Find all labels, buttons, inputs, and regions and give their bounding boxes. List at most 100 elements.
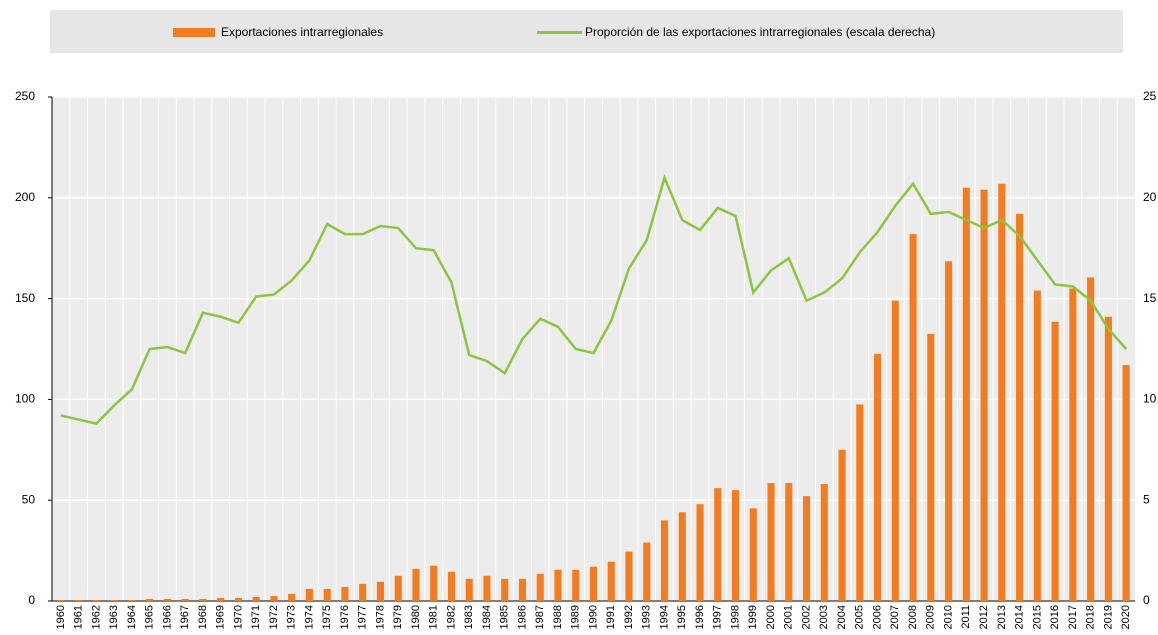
bar: [607, 561, 615, 601]
bar: [891, 300, 899, 601]
bar: [501, 578, 509, 601]
x-tick-label: 1963: [108, 605, 120, 629]
legend-label: Exportaciones intrarregionales: [221, 25, 383, 39]
x-tick-label: 2015: [1031, 605, 1043, 629]
y2-tick-label: 5: [1143, 492, 1150, 506]
bar: [1051, 321, 1059, 601]
bar: [1087, 277, 1095, 601]
bar: [536, 573, 544, 601]
x-tick-label: 1998: [729, 605, 741, 629]
x-tick-label: 2012: [978, 605, 990, 629]
x-tick-label: 1982: [445, 605, 457, 629]
x-tick-label: 1990: [587, 605, 599, 629]
x-tick-label: 2005: [854, 605, 866, 629]
y-tick-label: 250: [15, 89, 35, 103]
bar: [874, 354, 882, 601]
x-tick-label: 2010: [942, 605, 954, 629]
y2-tick-label: 15: [1143, 291, 1157, 305]
x-tick-label: 1964: [126, 605, 138, 629]
bar: [394, 575, 402, 601]
x-tick-label: 2006: [871, 605, 883, 629]
bar: [554, 569, 562, 601]
line: [60, 173, 1128, 425]
bar: [1069, 288, 1077, 601]
y-tick-label: 100: [15, 392, 35, 406]
bar: [909, 234, 917, 601]
x-tick-label: 1989: [570, 605, 582, 629]
bar: [945, 261, 953, 601]
bar: [856, 404, 864, 601]
legend-label: Proporción de las exportaciones intrarre…: [585, 25, 935, 39]
bar: [128, 599, 136, 601]
bar: [838, 449, 846, 601]
x-tick-label: 1991: [605, 605, 617, 629]
x-tick-label: 1987: [534, 605, 546, 629]
y2-tick-label: 10: [1143, 392, 1157, 406]
bar: [767, 483, 775, 601]
bar: [589, 566, 598, 601]
bar: [696, 504, 704, 601]
y2-tick-label: 0: [1143, 593, 1150, 607]
x-tick-label: 1973: [286, 605, 298, 629]
bar: [270, 595, 278, 601]
x-tick-label: 2020: [1120, 605, 1132, 629]
bar: [572, 569, 580, 601]
x-tick-label: 1986: [516, 605, 528, 629]
y-tick-label: 50: [22, 492, 36, 506]
y-tick-label: 150: [15, 291, 35, 305]
bar: [252, 596, 260, 601]
x-tick-label: 2008: [907, 605, 919, 629]
x-tick-label: 1966: [161, 605, 173, 629]
bar: [1016, 213, 1024, 602]
bar: [305, 588, 313, 601]
x-tick-label: 1978: [374, 605, 386, 629]
x-tick-label: 2013: [996, 605, 1008, 629]
x-tick-label: 1993: [641, 605, 653, 629]
bar: [57, 599, 65, 601]
bar: [962, 187, 970, 601]
bar: [1033, 290, 1041, 601]
x-tick-label: 2000: [765, 605, 777, 629]
x-tick-label: 1994: [658, 605, 670, 629]
bar: [980, 189, 988, 601]
x-tick-label: 2011: [960, 605, 972, 629]
x-tick-label: 2014: [1014, 605, 1026, 629]
x-tick-label: 1977: [357, 605, 369, 629]
bar: [643, 542, 651, 601]
x-tick-label: 1979: [392, 605, 404, 629]
x-tick-label: 1970: [232, 605, 244, 629]
y-tick-label: 200: [15, 190, 35, 204]
x-tick-label: 1981: [428, 605, 440, 629]
bar: [181, 598, 189, 601]
x-tick-label: 1985: [499, 605, 511, 629]
y-tick-label: 0: [28, 593, 35, 607]
bar: [412, 568, 420, 601]
x-tick-label: 2001: [783, 605, 795, 629]
x-tick-label: 2003: [818, 605, 830, 629]
x-tick-label: 2017: [1067, 605, 1079, 629]
x-tick-label: 1967: [179, 605, 191, 629]
bar: [678, 512, 686, 601]
bar: [998, 183, 1006, 602]
x-tick-label: 1999: [747, 605, 759, 629]
bar: [714, 488, 722, 601]
bar: [376, 581, 385, 601]
x-tick-label: 1984: [481, 605, 493, 629]
bar: [518, 578, 527, 601]
bar: [359, 583, 367, 601]
bar: [110, 599, 118, 601]
bar: [785, 483, 793, 601]
bar: [1104, 316, 1112, 601]
x-tick-label: 2019: [1102, 605, 1114, 629]
bar: [802, 496, 811, 601]
legend-swatch: [173, 28, 215, 37]
x-tick-label: 1975: [321, 605, 333, 629]
bar: [1122, 365, 1130, 601]
bar: [92, 599, 100, 601]
x-tick-label: 1971: [250, 605, 262, 629]
bar: [288, 593, 296, 601]
x-tick-label: 1962: [90, 605, 102, 629]
x-tick-label: 1997: [712, 605, 724, 629]
bar: [75, 599, 83, 601]
